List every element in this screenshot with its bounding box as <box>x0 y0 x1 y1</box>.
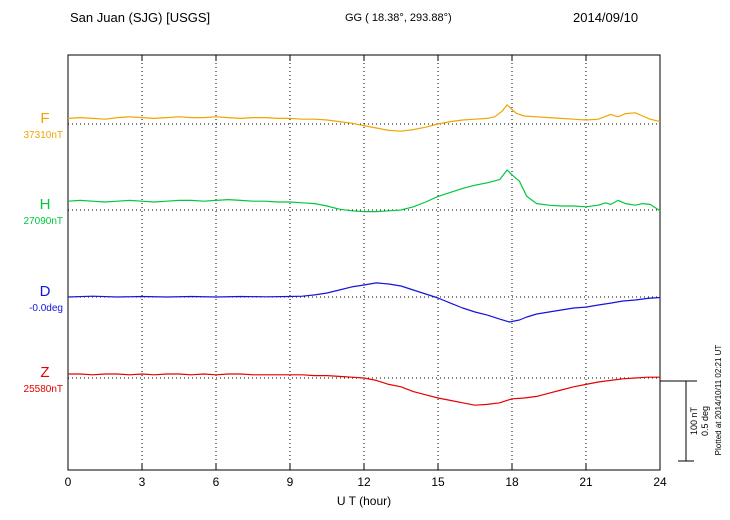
series-label-H: H <box>40 196 51 213</box>
series-value-H: 27090nT <box>24 216 63 227</box>
xtick-3: 3 <box>139 475 146 489</box>
plot-date: 2014/09/10 <box>573 10 638 25</box>
series-label-Z: Z <box>40 364 49 381</box>
plotted-at-note: Plotted at 2014/10/11 02:21 UT <box>714 345 723 456</box>
x-axis-label: U T (hour) <box>337 494 391 508</box>
scale-bar-deg-label: 0.5 deg <box>700 406 710 436</box>
trace-Z <box>68 373 660 406</box>
scale-bar-nt-label: 100 nT <box>689 406 699 435</box>
series-label-F: F <box>40 110 49 127</box>
xtick-0: 0 <box>65 475 72 489</box>
xtick-6: 6 <box>213 475 220 489</box>
series-value-D: -0.0deg <box>29 303 63 314</box>
station-title: San Juan (SJG) [USGS] <box>70 10 210 25</box>
xtick-9: 9 <box>287 475 294 489</box>
xtick-18: 18 <box>505 475 519 489</box>
series-value-F: 37310nT <box>24 130 63 141</box>
trace-D <box>67 282 661 323</box>
geographic-coordinates: GG ( 18.38°, 293.88°) <box>345 12 452 24</box>
xtick-24: 24 <box>653 475 667 489</box>
xtick-15: 15 <box>431 475 445 489</box>
plot-layer <box>67 55 661 470</box>
trace-H <box>67 169 661 213</box>
trace-F <box>67 104 661 132</box>
series-label-D: D <box>40 283 51 300</box>
xtick-21: 21 <box>579 475 593 489</box>
xtick-12: 12 <box>357 475 371 489</box>
series-value-Z: 25580nT <box>24 384 63 395</box>
